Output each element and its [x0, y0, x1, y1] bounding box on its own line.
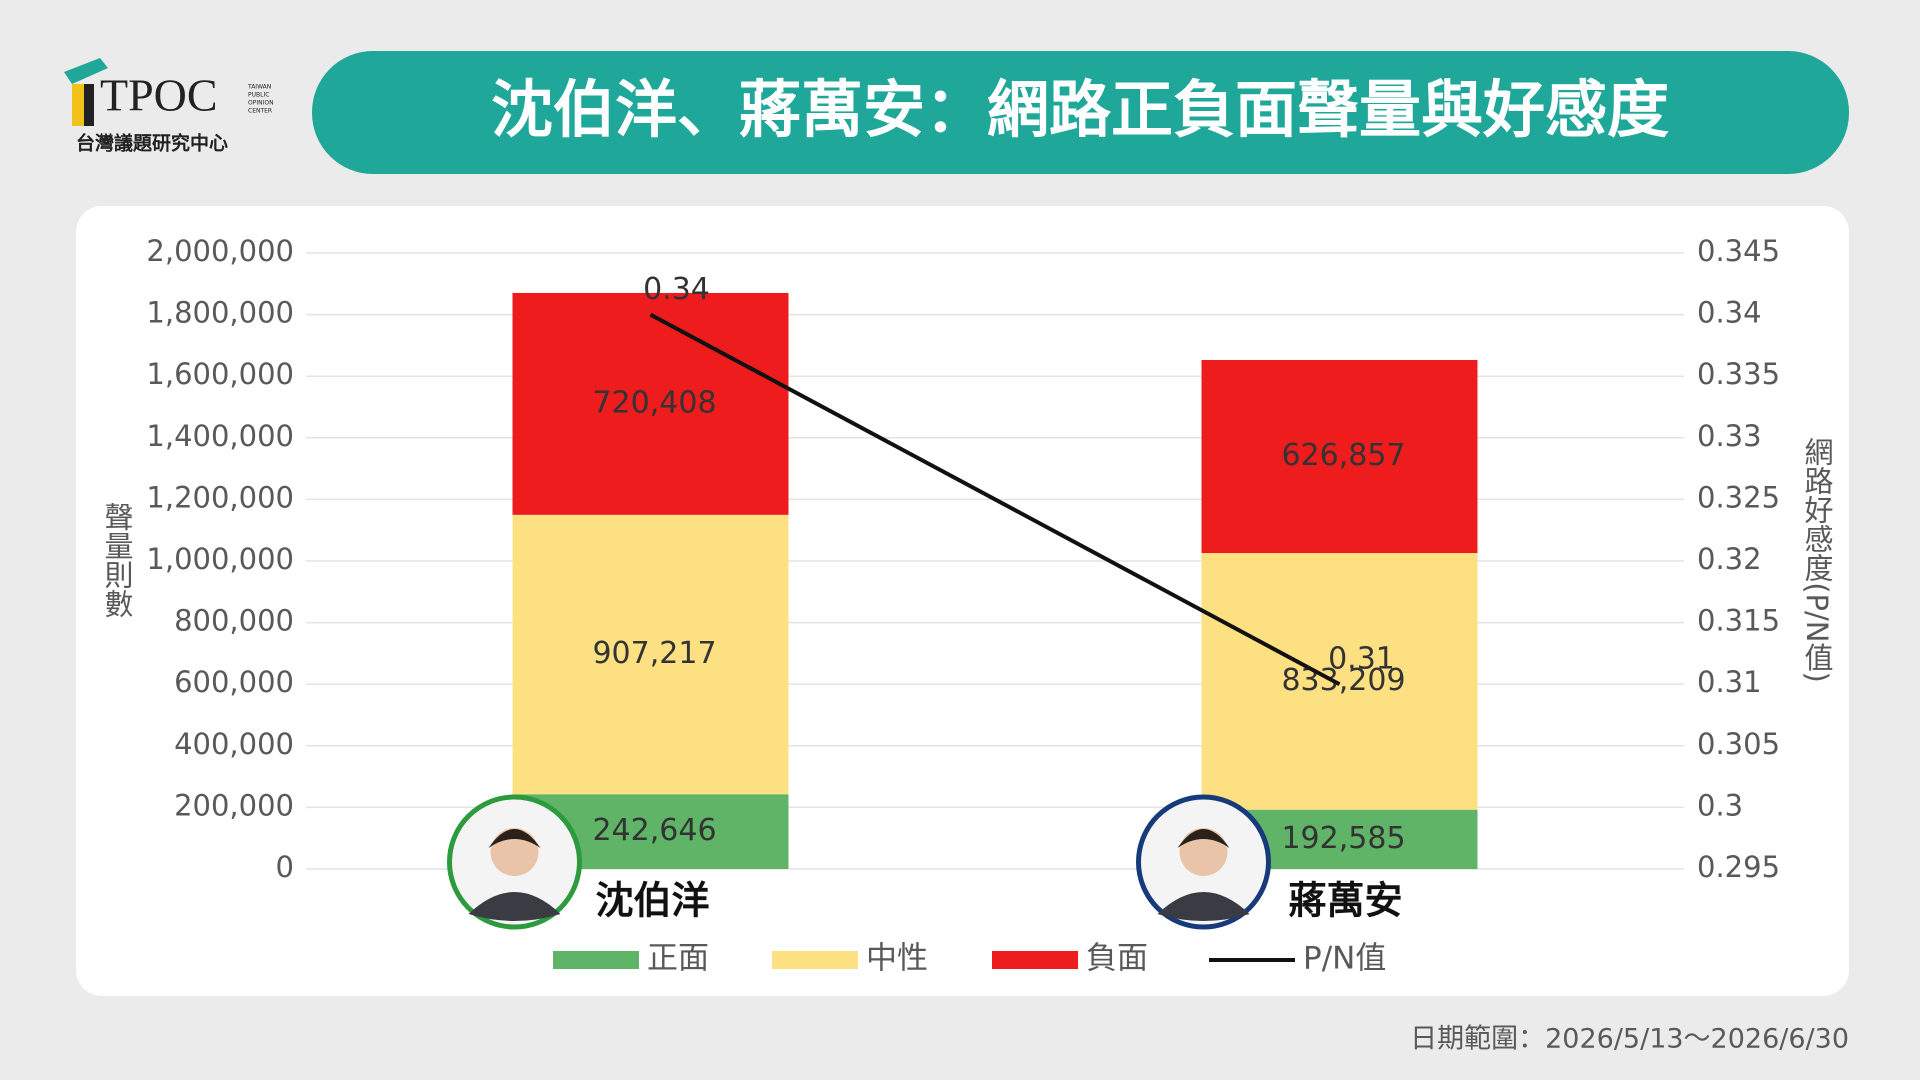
x-tick-label: 沈伯洋: [595, 879, 709, 923]
y-tick-label: 1,000,000: [146, 542, 294, 576]
legend-label: 中性: [866, 941, 928, 977]
y2-tick-label: 0.295: [1697, 850, 1780, 884]
logo-english: OPINION: [248, 100, 274, 107]
logo-name: TPOC: [100, 70, 218, 121]
y-tick-label: 800,000: [174, 604, 294, 638]
y2-tick-label: 0.3: [1697, 788, 1743, 822]
logo-tagline: 台灣議題研究中心: [76, 132, 228, 155]
logo-english: PUBLIC: [248, 92, 269, 99]
y-axis-label: 聲量則數: [100, 502, 134, 618]
data-label: 242,646: [592, 813, 716, 848]
bar-segment: [1201, 553, 1478, 810]
y2-tick-label: 0.305: [1697, 727, 1780, 761]
logo-english: TAIWAN: [247, 84, 271, 91]
bar-segment: [512, 514, 789, 795]
legend-swatch: [772, 951, 858, 969]
logo-shape: [84, 84, 94, 126]
legend-label: P/N值: [1303, 941, 1386, 977]
data-label: 626,857: [1281, 438, 1405, 473]
y2-tick-label: 0.32: [1697, 542, 1762, 576]
candidate-photo: [447, 794, 582, 930]
data-label: 0.31: [1328, 642, 1395, 677]
y2-tick-label: 0.315: [1697, 604, 1780, 638]
legend-label: 負面: [1086, 941, 1148, 977]
y-tick-label: 0: [276, 850, 294, 884]
y2-tick-label: 0.335: [1697, 357, 1780, 391]
chart-card: [76, 206, 1849, 996]
data-label: 0.34: [643, 272, 710, 307]
y2-tick-label: 0.33: [1697, 419, 1762, 453]
y-tick-label: 600,000: [174, 665, 294, 699]
y2-tick-label: 0.34: [1697, 296, 1762, 330]
y2-tick-label: 0.31: [1697, 665, 1762, 699]
candidate-photo: [1136, 794, 1271, 930]
bar-segment: [512, 292, 789, 515]
y-tick-label: 200,000: [174, 788, 294, 822]
data-label: 833,209: [1281, 663, 1405, 698]
y-tick-label: 1,600,000: [146, 357, 294, 391]
title-banner: [312, 51, 1849, 174]
y2-tick-label: 0.325: [1697, 480, 1780, 514]
chart-title: 沈伯洋、蔣萬安：網路正負面聲量與好感度: [491, 73, 1669, 146]
bar-segment: [1201, 359, 1478, 554]
legend-label: 正面: [647, 941, 709, 977]
photo-hair: [488, 829, 541, 848]
y-tick-label: 2,000,000: [146, 234, 294, 268]
x-tick-label: 蔣萬安: [1288, 879, 1402, 923]
line: [649, 312, 1341, 686]
y-tick-label: 1,800,000: [146, 296, 294, 330]
y-tick-label: 1,400,000: [146, 419, 294, 453]
data-label: 907,217: [592, 636, 716, 671]
legend-swatch: [553, 951, 639, 969]
y2-tick-label: 0.345: [1697, 234, 1780, 268]
date-note: 日期範圍：2026/5/13～2026/6/30: [1410, 1024, 1849, 1055]
y2-axis-label: 網路好感度(P/N值): [1800, 437, 1834, 683]
logo-english: CENTER: [248, 108, 272, 115]
data-label: 192,585: [1281, 821, 1405, 856]
photo-body: [1157, 892, 1250, 921]
logo-shape: [72, 84, 84, 126]
y-tick-label: 400,000: [174, 727, 294, 761]
legend-swatch: [992, 951, 1078, 969]
photo-hair: [1177, 829, 1230, 848]
logo-shape: [64, 58, 108, 84]
data-label: 720,408: [592, 385, 716, 420]
logo: TPOC TAIWAN PUBLIC OPINION CENTER 台灣議題研究…: [64, 58, 274, 155]
y-tick-label: 1,200,000: [146, 480, 294, 514]
photo-body: [468, 892, 561, 921]
